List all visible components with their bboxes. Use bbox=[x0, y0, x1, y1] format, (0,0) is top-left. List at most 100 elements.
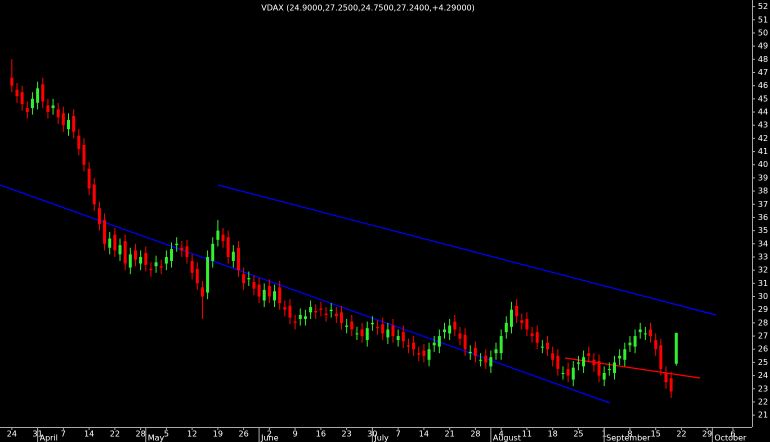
candle-body bbox=[427, 349, 431, 360]
y-tick-label: 46 bbox=[758, 81, 768, 90]
candle-body bbox=[87, 168, 91, 189]
candle-body bbox=[345, 325, 349, 327]
x-tick-label: 11 bbox=[522, 430, 532, 439]
y-tick-label: 27 bbox=[758, 332, 768, 341]
candle-body bbox=[252, 282, 256, 289]
candle-body bbox=[97, 208, 101, 225]
candle-body bbox=[612, 362, 616, 373]
candle-body bbox=[551, 353, 555, 360]
candle-body bbox=[654, 340, 658, 350]
candle-body bbox=[566, 369, 570, 376]
x-tick-label: 14 bbox=[419, 430, 429, 439]
y-tick-label: 33 bbox=[758, 252, 768, 261]
y-tick-label: 51 bbox=[758, 15, 768, 24]
x-tick-label: 22 bbox=[110, 430, 120, 439]
candle-body bbox=[257, 284, 261, 297]
candle-body bbox=[319, 308, 323, 310]
candle-body bbox=[669, 378, 673, 392]
y-tick-label: 52 bbox=[758, 2, 768, 11]
candle-body bbox=[556, 355, 560, 370]
candle-body bbox=[72, 115, 76, 132]
candle-body bbox=[298, 314, 302, 319]
candle-body bbox=[463, 334, 467, 350]
x-tick-label: 14 bbox=[84, 430, 94, 439]
candle-body bbox=[283, 307, 287, 310]
y-tick-label: 30 bbox=[758, 292, 768, 301]
candle-body bbox=[226, 237, 230, 257]
candle-body bbox=[576, 362, 580, 364]
x-tick-label: 16 bbox=[316, 430, 326, 439]
candle-body bbox=[92, 184, 96, 205]
candle-body bbox=[473, 347, 477, 356]
candle-body bbox=[108, 238, 112, 248]
y-tick-label: 28 bbox=[758, 318, 768, 327]
candle-body bbox=[448, 325, 452, 334]
candle-body bbox=[406, 345, 410, 347]
y-tick-label: 42 bbox=[758, 134, 768, 143]
candle-body bbox=[242, 274, 246, 284]
y-tick-label: 44 bbox=[758, 108, 768, 117]
candle-body bbox=[339, 312, 343, 323]
candle-body bbox=[643, 333, 647, 335]
x-tick-label: 7 bbox=[396, 430, 401, 439]
candle-body bbox=[139, 256, 143, 264]
candle-body bbox=[484, 355, 488, 363]
x-tick-label: 18 bbox=[548, 430, 558, 439]
month-label: June bbox=[260, 434, 279, 442]
candle-body bbox=[381, 324, 385, 334]
candle-body bbox=[664, 372, 668, 383]
candle-body bbox=[546, 342, 550, 350]
candle-body bbox=[231, 251, 235, 261]
x-tick-label: 15 bbox=[651, 430, 661, 439]
x-tick-label: 9 bbox=[293, 430, 298, 439]
candle-body bbox=[314, 311, 318, 313]
y-tick-label: 26 bbox=[758, 345, 768, 354]
candle-body bbox=[128, 254, 132, 268]
candle-body bbox=[587, 353, 591, 356]
candle-body bbox=[36, 88, 40, 103]
candle-body bbox=[278, 287, 282, 304]
candle-body bbox=[216, 230, 220, 240]
candle-body bbox=[453, 321, 457, 330]
candle-body bbox=[149, 268, 153, 271]
candle-body bbox=[674, 332, 678, 364]
candle-body bbox=[443, 329, 447, 333]
candle-body bbox=[206, 256, 210, 293]
candle-body bbox=[123, 241, 127, 264]
candle-body bbox=[592, 359, 596, 366]
candle-body bbox=[175, 243, 179, 246]
candle-body bbox=[144, 253, 148, 265]
y-tick-label: 34 bbox=[758, 239, 768, 248]
candle-body bbox=[365, 328, 369, 341]
candle-body bbox=[597, 361, 601, 376]
candle-body bbox=[170, 249, 174, 261]
y-tick-label: 25 bbox=[758, 358, 768, 367]
candle-body bbox=[133, 250, 137, 260]
y-tick-label: 45 bbox=[758, 94, 768, 103]
candle-body bbox=[25, 108, 29, 113]
candle-body bbox=[432, 342, 436, 346]
y-tick-label: 37 bbox=[758, 200, 768, 209]
candle-body bbox=[113, 234, 117, 251]
x-tick-label: 8 bbox=[627, 430, 632, 439]
candle-body bbox=[561, 372, 565, 374]
candle-body bbox=[329, 309, 333, 312]
candle-body bbox=[309, 307, 313, 313]
month-label: July bbox=[373, 434, 389, 442]
candle-body bbox=[56, 109, 60, 118]
x-tick-label: 21 bbox=[445, 430, 455, 439]
candle-body bbox=[571, 367, 575, 380]
y-tick-label: 43 bbox=[758, 121, 768, 130]
y-tick-label: 40 bbox=[758, 160, 768, 169]
candle-body bbox=[273, 291, 277, 301]
candle-body bbox=[41, 84, 45, 102]
candle-body bbox=[479, 359, 483, 361]
candle-body bbox=[535, 332, 539, 343]
month-label: October bbox=[714, 434, 747, 442]
candle-body bbox=[303, 316, 307, 319]
y-tick-label: 48 bbox=[758, 55, 768, 64]
candle-body bbox=[185, 246, 189, 257]
candle-body bbox=[391, 325, 395, 337]
candle-body bbox=[211, 243, 215, 261]
